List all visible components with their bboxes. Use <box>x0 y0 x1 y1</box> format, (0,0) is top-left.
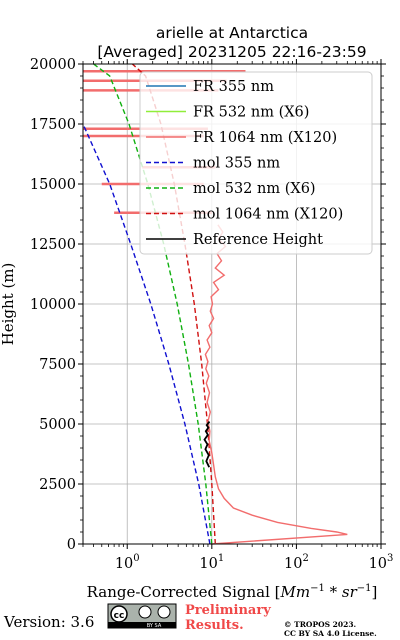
x-axis-label-prefix: Range-Corrected Signal [ <box>87 583 281 601</box>
legend-label: FR 1064 nm (X120) <box>193 130 337 146</box>
series-mol-355-nm <box>82 123 211 545</box>
legend-label: mol 1064 nm (X120) <box>193 207 343 223</box>
x-tick-label: 100 <box>115 553 140 572</box>
cc-license-badge: cc BY SA <box>107 603 177 629</box>
x-axis-label-suffix: ] <box>372 583 378 601</box>
x-axis-label-unit1: Mm <box>280 583 311 601</box>
svg-text:cc: cc <box>114 611 125 621</box>
x-tick-label: 103 <box>369 553 394 572</box>
x-axis-label-mid: * sr <box>325 583 358 601</box>
y-tick-label: 12500 <box>30 237 76 253</box>
y-tick-label: 2500 <box>39 477 76 493</box>
legend-box <box>139 71 373 255</box>
series-mol-532-nm-x6 <box>93 63 213 545</box>
y-tick-label: 0 <box>67 537 76 553</box>
x-axis-label: Range-Corrected Signal [Mm−1 * sr−1] <box>87 583 378 601</box>
series-fr-1064-nm-x120 <box>204 224 348 545</box>
version-label: Version: 3.6 <box>3 613 94 631</box>
chart-title: arielle at Antarctica <box>156 24 308 42</box>
legend-label: mol 532 nm (X6) <box>193 181 316 197</box>
copyright-line2: CC BY SA 4.0 License. <box>284 629 377 638</box>
series-reference-height <box>203 421 211 468</box>
x-tick-label: 102 <box>284 553 309 572</box>
cc-icon <box>110 605 128 623</box>
y-tick-label: 17500 <box>30 117 76 133</box>
legend-label: mol 355 nm <box>193 156 280 172</box>
copyright-line1: © TROPOS 2023. <box>284 620 356 629</box>
preliminary-label: Preliminary <box>185 603 271 618</box>
y-tick-label: 10000 <box>30 297 76 313</box>
by-icon <box>138 605 152 619</box>
legend: FR 355 nm FR 532 nm (X6) FR 1064 nm (X120)… <box>139 71 373 255</box>
sa-icon <box>157 605 171 619</box>
y-axis-ticks: 0 2500 5000 7500 10000 12500 15000 17500 20000 <box>30 57 386 553</box>
legend-label: FR 532 nm (X6) <box>193 105 309 121</box>
y-tick-label: 7500 <box>39 357 76 373</box>
cc-badge-text: BY SA <box>147 623 162 629</box>
x-tick-label: 101 <box>199 553 224 572</box>
y-tick-label: 15000 <box>30 177 76 193</box>
y-tick-label: 5000 <box>39 417 76 433</box>
y-axis-label: Height (m) <box>0 263 17 346</box>
legend-label: Reference Height <box>193 232 323 248</box>
x-axis-label-exp2: −1 <box>357 583 372 594</box>
legend-label: FR 355 nm <box>193 79 274 95</box>
chart-subtitle: [Averaged] 20231205 22:16-23:59 <box>97 43 366 61</box>
x-axis-label-exp1: −1 <box>310 583 325 594</box>
results-label: Results. <box>185 618 244 633</box>
x-axis-ticks: 100 101 102 103 <box>82 59 394 572</box>
y-tick-label: 20000 <box>30 57 76 73</box>
